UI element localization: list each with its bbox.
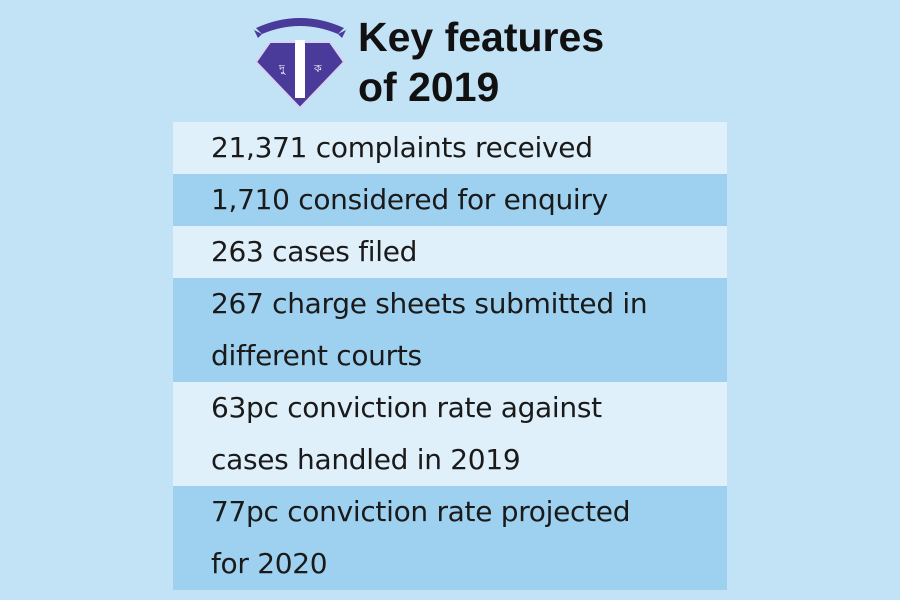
feature-text: 63pc conviction rate against	[211, 391, 602, 424]
feature-text: cases handled in 2019	[211, 443, 521, 476]
list-item: 267 charge sheets submitted in different …	[173, 278, 727, 382]
list-item: 263 cases filed	[173, 226, 727, 278]
feature-text: 77pc conviction rate projected	[211, 495, 631, 528]
list-item: 77pc conviction rate projected for 2020	[173, 486, 727, 590]
list-item: 21,371 complaints received	[173, 122, 727, 174]
svg-text:দু: দু	[278, 62, 286, 75]
acc-logo-icon: দু ক	[254, 18, 346, 110]
feature-text: for 2020	[211, 547, 328, 580]
list-item: 1,710 considered for enquiry	[173, 174, 727, 226]
features-list: 21,371 complaints received 1,710 conside…	[173, 122, 727, 590]
feature-text: 267 charge sheets submitted in	[211, 287, 648, 320]
feature-text: 1,710 considered for enquiry	[211, 183, 608, 216]
feature-text: different courts	[211, 339, 422, 372]
list-item: 63pc conviction rate against cases handle…	[173, 382, 727, 486]
title-line-1: Key features	[358, 14, 605, 60]
title-line-2: of 2019	[358, 64, 500, 110]
feature-text: 21,371 complaints received	[211, 131, 593, 164]
svg-text:ক: ক	[313, 62, 322, 75]
feature-text: 263 cases filed	[211, 235, 418, 268]
page-title: Key features of 2019	[358, 12, 604, 112]
